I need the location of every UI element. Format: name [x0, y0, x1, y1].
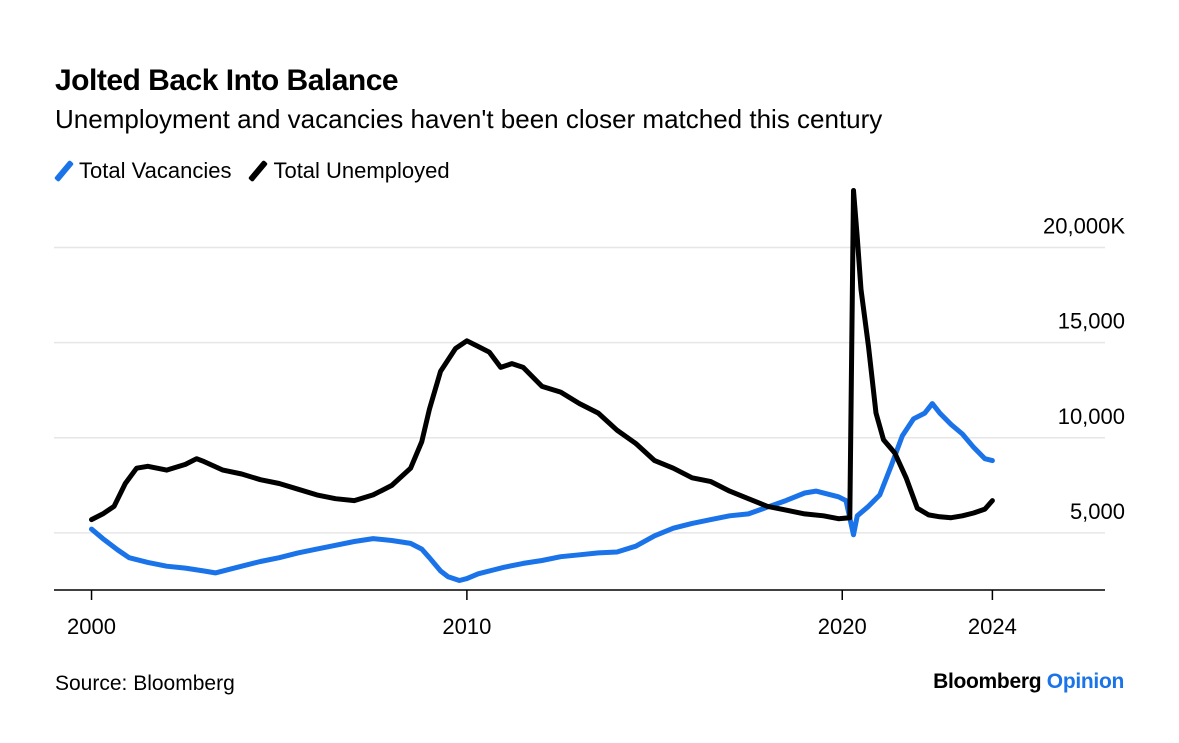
- y-tick-label-0: 20,000K: [1043, 214, 1125, 239]
- legend-item-unemployed: Total Unemployed: [248, 158, 450, 184]
- x-tick-label-0: 2000: [67, 614, 116, 639]
- y-tick-label-3: 5,000: [1070, 499, 1125, 524]
- source-note: Source: Bloomberg: [55, 672, 235, 695]
- chart-subtitle: Unemployment and vacancies haven't been …: [55, 104, 883, 134]
- x-tick-label-1: 2010: [442, 614, 491, 639]
- x-tick-label-2: 2020: [818, 614, 867, 639]
- legend: Total Vacancies Total Unemployed: [53, 158, 468, 184]
- chart-title: Jolted Back Into Balance: [55, 64, 399, 97]
- brand-accent: Opinion: [1046, 670, 1125, 693]
- series-layer: [89, 188, 995, 583]
- brand-main: Bloomberg: [933, 670, 1042, 693]
- y-tick-label-2: 10,000: [1058, 404, 1125, 429]
- x-tick-label-3: 2024: [968, 614, 1017, 639]
- grid-layer: [54, 246, 1105, 534]
- legend-label-unemployed: Total Unemployed: [273, 158, 450, 183]
- label-layer: 20,000K 15,000 10,000 5,000 2000 2010 2020 2024: [67, 214, 1125, 639]
- axis-layer: [54, 589, 1105, 600]
- series-line-vacancies: [89, 401, 995, 583]
- series-line-unemployed: [89, 188, 995, 523]
- y-tick-label-1: 15,000: [1058, 309, 1125, 334]
- legend-label-vacancies: Total Vacancies: [79, 158, 232, 183]
- brand-logo: Bloomberg Opinion: [933, 670, 1124, 694]
- legend-item-vacancies: Total Vacancies: [53, 158, 232, 184]
